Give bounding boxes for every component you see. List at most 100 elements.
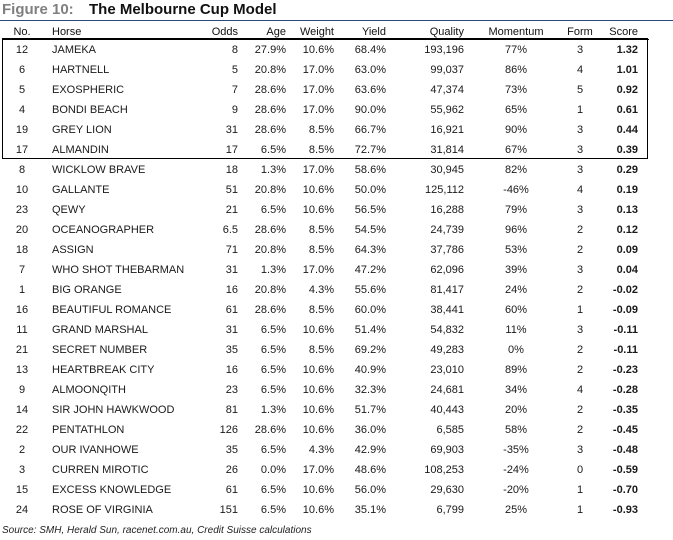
row-no: 10 <box>15 184 29 196</box>
row-yield: 51.7% <box>354 404 386 416</box>
row-horse: EXOSPHERIC <box>52 84 125 96</box>
row-form: 3 <box>576 144 584 156</box>
row-age: 6.5% <box>260 444 286 456</box>
row-score: -0.59 <box>612 464 638 476</box>
header-divider <box>2 39 649 40</box>
row-momentum: 53% <box>504 244 528 256</box>
row-no: 24 <box>15 504 29 516</box>
row-score: -0.45 <box>612 424 638 436</box>
row-no: 8 <box>18 164 26 176</box>
table-row: 7 WHO SHOT THEBARMAN 31 1.3% 17.0% 47.2% 62,09… <box>0 260 673 280</box>
row-horse: OUR IVANHOWE <box>52 444 139 456</box>
row-quality: 99,037 <box>430 64 464 76</box>
row-score: -0.48 <box>612 444 638 456</box>
row-form: 1 <box>576 484 584 496</box>
row-momentum: 86% <box>504 64 528 76</box>
row-quality: 31,814 <box>430 144 464 156</box>
header-yield: Yield <box>361 26 386 38</box>
row-horse: GRAND MARSHAL <box>52 324 148 336</box>
row-odds: 26 <box>225 464 238 476</box>
row-age: 28.6% <box>254 424 286 436</box>
row-score: 1.01 <box>616 64 638 76</box>
header-no: No. <box>13 26 31 38</box>
row-quality: 24,681 <box>430 384 464 396</box>
row-form: 2 <box>576 284 584 296</box>
row-age: 27.9% <box>254 44 286 56</box>
row-odds: 35 <box>225 444 238 456</box>
row-yield: 72.7% <box>354 144 386 156</box>
row-yield: 32.3% <box>354 384 386 396</box>
row-horse: QEWY <box>52 204 86 216</box>
row-form: 1 <box>576 304 584 316</box>
row-no: 21 <box>15 344 29 356</box>
row-age: 6.5% <box>260 384 286 396</box>
table-row: 20 OCEANOGRAPHER 6.5 28.6% 8.5% 54.5% 24,739 96… <box>0 220 673 240</box>
row-momentum: -46% <box>503 184 529 196</box>
table-row: 2 OUR IVANHOWE 35 6.5% 4.3% 42.9% 69,903 -35% 3 -… <box>0 440 673 460</box>
row-horse: BONDI BEACH <box>52 104 128 116</box>
row-weight: 10.6% <box>302 364 334 376</box>
row-momentum: 82% <box>504 164 528 176</box>
row-weight: 17.0% <box>302 464 334 476</box>
row-odds: 71 <box>225 244 238 256</box>
row-score: 0.44 <box>616 124 638 136</box>
row-horse: BEAUTIFUL ROMANCE <box>52 304 172 316</box>
table-row: 22 PENTATHLON 126 28.6% 10.6% 36.0% 6,585 58% 2 -… <box>0 420 673 440</box>
row-no: 20 <box>15 224 29 236</box>
row-momentum: 77% <box>504 44 528 56</box>
row-yield: 42.9% <box>354 444 386 456</box>
row-odds: 6.5 <box>222 224 238 236</box>
row-score: 0.61 <box>616 104 638 116</box>
row-score: 0.13 <box>616 204 638 216</box>
header-form: Form <box>567 26 593 38</box>
row-form: 5 <box>576 84 584 96</box>
row-yield: 64.3% <box>354 244 386 256</box>
row-odds: 51 <box>225 184 238 196</box>
header-momentum: Momentum <box>488 26 544 38</box>
row-quality: 29,630 <box>430 484 464 496</box>
row-yield: 51.4% <box>354 324 386 336</box>
row-weight: 8.5% <box>308 344 334 356</box>
row-age: 6.5% <box>260 484 286 496</box>
row-weight: 8.5% <box>308 144 334 156</box>
row-score: 0.04 <box>616 264 638 276</box>
row-age: 6.5% <box>260 504 286 516</box>
row-quality: 30,945 <box>430 164 464 176</box>
row-no: 7 <box>18 264 26 276</box>
row-age: 28.6% <box>254 84 286 96</box>
row-horse: CURREN MIROTIC <box>52 464 149 476</box>
row-momentum: 60% <box>504 304 528 316</box>
row-no: 2 <box>18 444 26 456</box>
row-momentum: -24% <box>503 464 529 476</box>
row-horse: ALMOONQITH <box>52 384 126 396</box>
row-age: 20.8% <box>254 184 286 196</box>
row-odds: 31 <box>225 324 238 336</box>
row-momentum: 24% <box>504 284 528 296</box>
row-age: 1.3% <box>260 264 286 276</box>
row-momentum: 25% <box>504 504 528 516</box>
row-yield: 60.0% <box>354 304 386 316</box>
row-quality: 125,112 <box>425 184 464 196</box>
row-horse: ROSE OF VIRGINIA <box>52 504 153 516</box>
row-weight: 10.6% <box>302 424 334 436</box>
row-horse: WHO SHOT THEBARMAN <box>52 264 185 276</box>
row-age: 6.5% <box>260 204 286 216</box>
row-weight: 10.6% <box>302 484 334 496</box>
row-quality: 108,253 <box>424 464 464 476</box>
row-yield: 40.9% <box>354 364 386 376</box>
table-row: 19 GREY LION 31 28.6% 8.5% 66.7% 16,921 90% 3 0.4… <box>0 120 673 140</box>
row-weight: 17.0% <box>302 64 334 76</box>
row-weight: 8.5% <box>308 124 334 136</box>
row-yield: 56.0% <box>354 484 386 496</box>
row-momentum: 11% <box>505 324 527 336</box>
figure-title-bar: Figure 10: The Melbourne Cup Model <box>0 0 673 21</box>
figure-number: Figure 10: <box>2 1 74 18</box>
row-momentum: 58% <box>504 424 528 436</box>
row-momentum: 90% <box>504 124 528 136</box>
row-weight: 17.0% <box>302 84 334 96</box>
row-odds: 61 <box>225 304 238 316</box>
table-row: 1 BIG ORANGE 16 20.8% 4.3% 55.6% 81,417 24% 2 -0.… <box>0 280 673 300</box>
row-momentum: 96% <box>504 224 528 236</box>
row-form: 1 <box>576 104 584 116</box>
row-horse: HARTNELL <box>52 64 110 76</box>
